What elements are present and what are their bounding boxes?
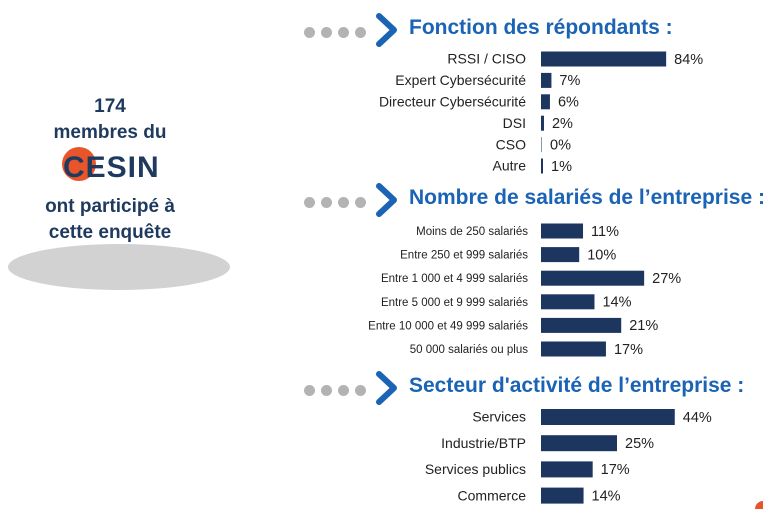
bar: [541, 341, 606, 357]
data-label: 27%: [652, 271, 681, 287]
data-label: 17%: [614, 342, 643, 358]
dots-decoration: [304, 195, 372, 213]
section-title: Fonction des répondants :: [409, 16, 673, 39]
data-label: 0%: [550, 137, 571, 153]
bar: [541, 72, 552, 88]
data-label: 6%: [558, 95, 579, 111]
section-title: Secteur d'activité de l’entreprise :: [409, 374, 745, 397]
data-label: 7%: [559, 73, 580, 89]
bar: [541, 317, 622, 333]
category-label: RSSI / CISO: [447, 51, 526, 67]
bar: [541, 435, 617, 452]
data-label: 10%: [587, 247, 616, 263]
section-header: Fonction des répondants :: [300, 13, 763, 47]
bar: [541, 294, 595, 310]
intro-text: 174 membres du CESIN ont participé à cet…: [20, 94, 200, 246]
chevron-right-icon: [376, 183, 397, 217]
data-label: 17%: [601, 462, 630, 478]
section-sector: Secteur d'activité de l’entreprise : Ser…: [300, 371, 763, 509]
bar: [541, 270, 645, 286]
logo-text: CESIN: [63, 151, 160, 184]
bar: [541, 409, 675, 425]
category-label: Industrie/BTP: [441, 435, 526, 451]
category-label: 50 000 salariés ou plus: [410, 344, 529, 356]
data-label: 44%: [683, 410, 712, 426]
category-label: Commerce: [458, 487, 527, 503]
bar: [541, 223, 584, 239]
data-label: 11%: [591, 224, 619, 240]
data-label: 2%: [552, 116, 573, 132]
decorative-ellipse: [8, 244, 230, 290]
section-header: Nombre de salariés de l’entreprise :: [300, 183, 763, 217]
intro-panel: 174 membres du CESIN ont participé à cet…: [0, 0, 240, 509]
category-label: Entre 1 000 et 4 999 salariés: [381, 273, 528, 285]
category-label: Autre: [493, 158, 527, 174]
dots-decoration: [304, 383, 372, 401]
bar-chart-role: RSSI / CISO 84% Expert Cybersécurité 7% Dire…: [379, 51, 703, 175]
data-label: 25%: [625, 436, 654, 452]
data-label: 21%: [629, 318, 658, 334]
section-company-size: Nombre de salariés de l’entreprise : Moi…: [300, 183, 763, 368]
category-label: CSO: [496, 136, 526, 152]
data-label: 84%: [674, 52, 703, 68]
category-label: Entre 10 000 et 49 999 salariés: [368, 320, 528, 332]
chevron-right-icon: [376, 371, 397, 405]
section-title: Nombre de salariés de l’entreprise :: [409, 186, 763, 209]
bar: [541, 158, 543, 174]
intro-line-2: ont participé à: [45, 196, 175, 217]
bar-chart-sector: Services 44% Industrie/BTP 25% Services publ…: [425, 409, 712, 505]
cesin-logo: CESIN: [45, 146, 175, 186]
bar: [541, 115, 544, 131]
corner-decoration: [755, 501, 763, 509]
section-header: Secteur d'activité de l’entreprise :: [300, 371, 763, 405]
category-label: Services publics: [425, 461, 526, 477]
data-label: 14%: [602, 295, 631, 311]
bar: [541, 51, 667, 67]
category-label: Directeur Cybersécurité: [379, 94, 526, 110]
category-label: Expert Cybersécurité: [395, 72, 526, 88]
data-label: 1%: [551, 159, 572, 175]
bar: [541, 247, 580, 263]
bar: [541, 94, 550, 110]
bar: [541, 137, 542, 153]
bar-chart-size: Moins de 250 salariés 11% Entre 250 et 999…: [368, 223, 681, 358]
category-label: Moins de 250 salariés: [416, 226, 528, 238]
category-label: Entre 5 000 et 9 999 salariés: [381, 297, 528, 309]
category-label: Services: [472, 409, 526, 425]
intro-line-1: membres du: [53, 122, 167, 143]
chevron-right-icon: [376, 13, 397, 47]
category-label: Entre 250 et 999 salariés: [400, 250, 528, 262]
data-label: 14%: [592, 488, 621, 504]
bar: [541, 461, 593, 478]
intro-line-3: cette enquête: [48, 222, 172, 243]
bar: [541, 487, 584, 504]
category-label: DSI: [503, 115, 526, 131]
dots-decoration: [304, 25, 372, 43]
section-respondent-role: Fonction des répondants : RSSI / CISO 84%…: [300, 13, 763, 185]
respondent-count: 174: [94, 96, 126, 117]
